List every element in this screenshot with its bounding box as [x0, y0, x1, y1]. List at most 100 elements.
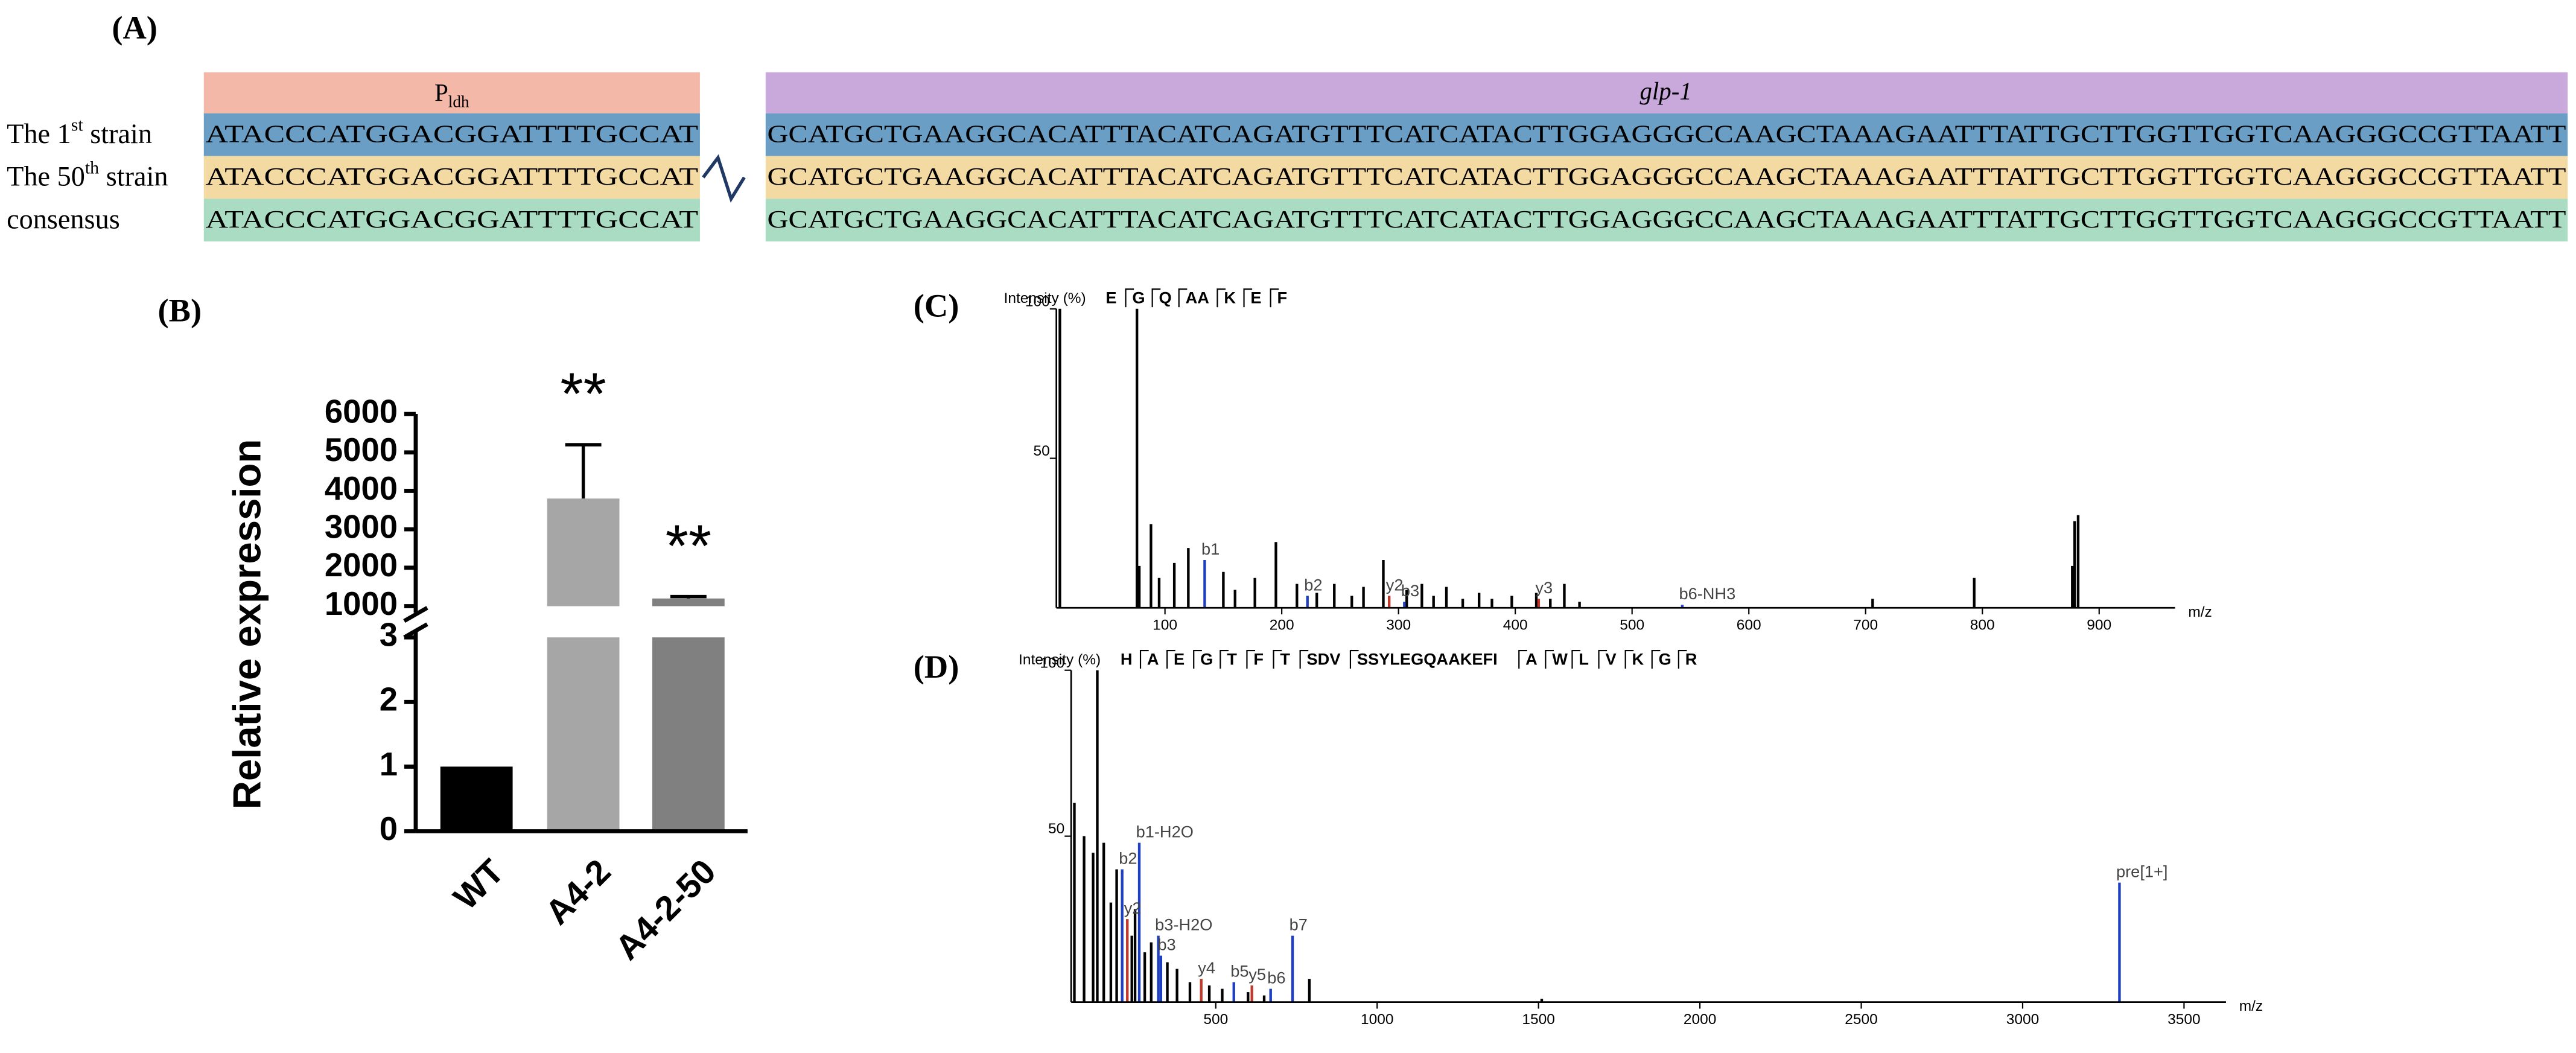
residue: SSYLEGQAAKEFI: [1357, 650, 1498, 669]
residue: L: [1579, 650, 1589, 669]
residue-bracket: [1178, 288, 1188, 308]
axis-break: [403, 622, 428, 640]
residue-bracket: [1598, 649, 1608, 669]
residue: T: [1280, 650, 1290, 669]
y-tick-label: 100: [1040, 655, 1064, 671]
x-tick-label: 200: [1270, 617, 1294, 634]
sequence-right: GCATGCTGAAGGCACATTTACATCAGATGTTTCATCATAC…: [768, 120, 2566, 147]
row-label: consensus: [7, 204, 120, 235]
x-tick-label: 1000: [1361, 1011, 1394, 1028]
sequence-left: ATACCCATGGACGGATTTTGCCAT: [205, 206, 698, 233]
bar: [440, 766, 513, 832]
panel-label: (A): [112, 9, 157, 46]
y-tick-label: 50: [1033, 443, 1049, 459]
gene-bar: [765, 72, 2568, 113]
y-axis-label: Intensity (%): [1004, 290, 1086, 307]
residue: E: [1174, 650, 1185, 669]
residue-bracket: [1270, 288, 1279, 308]
promoter-bar: [203, 72, 700, 113]
residue: A: [1147, 650, 1159, 669]
residue: K: [1632, 650, 1644, 669]
y-tick-label: 1: [380, 746, 398, 783]
residue: G: [1200, 650, 1213, 669]
x-tick-label: 800: [1970, 617, 1995, 634]
peak-label: b2: [1304, 575, 1322, 594]
y-tick-label: 6000: [325, 393, 398, 430]
residue-bracket: [1246, 649, 1256, 669]
row-label-prefix: consensus: [7, 204, 120, 235]
residue: G: [1659, 650, 1671, 669]
residue-bracket: [1193, 649, 1202, 669]
promoter-text: P: [434, 79, 448, 106]
x-tick-label: 600: [1737, 617, 1761, 634]
residue: F: [1253, 650, 1264, 669]
x-tick-label: WT: [447, 852, 512, 917]
residue-bracket: [1220, 649, 1229, 669]
residue: T: [1227, 650, 1237, 669]
row-bg-right: [765, 113, 2568, 156]
residue-bracket: [1571, 649, 1581, 669]
y-tick-label: 50: [1048, 821, 1064, 837]
sequence-right: GCATGCTGAAGGCACATTTACATCAGATGTTTCATCATAC…: [768, 163, 2566, 190]
residue: K: [1224, 288, 1236, 307]
x-tick-label: 2000: [1684, 1011, 1717, 1028]
y-tick-label: 0: [380, 810, 398, 847]
sequence-left: ATACCCATGGACGGATTTTGCCAT: [205, 120, 698, 147]
row-label-prefix: The 1: [7, 119, 71, 150]
row-label-suffix: strain: [99, 161, 168, 192]
promoter-label: Pldh: [434, 79, 469, 110]
x-tick-label: 2500: [1845, 1011, 1878, 1028]
break-symbol: [702, 154, 746, 203]
peak-label: b6: [1267, 968, 1285, 987]
row-bg-right: [765, 199, 2568, 242]
row-label-suffix: strain: [83, 119, 152, 150]
residue-bracket: [1518, 649, 1527, 669]
y-axis-label: Intensity (%): [1019, 652, 1101, 668]
residue: V: [1605, 650, 1616, 669]
y-axis-label: Relative expression: [224, 439, 269, 810]
panel-label: (D): [914, 648, 959, 685]
peak-label: b3-H2O: [1155, 915, 1212, 934]
peak-label: pre[1+]: [2116, 862, 2168, 880]
x-tick-label: 3000: [2006, 1011, 2040, 1028]
residue-bracket: [1125, 288, 1134, 308]
significance: **: [560, 361, 606, 427]
residue: Q: [1159, 288, 1172, 307]
residue: SDV: [1307, 650, 1341, 669]
sequence-left: ATACCCATGGACGGATTTTGCCAT: [205, 163, 698, 190]
y-tick-label: 3000: [325, 509, 398, 546]
y-tick-label: 2: [380, 681, 398, 718]
row-bg-left: [203, 199, 700, 242]
residue: E: [1250, 288, 1261, 307]
residue: G: [1132, 288, 1145, 307]
bar: [652, 637, 725, 832]
x-tick-label: 3500: [2167, 1011, 2201, 1028]
bar: [547, 637, 620, 832]
peak-label: y5: [1248, 965, 1266, 984]
peak-label: b1: [1201, 539, 1220, 558]
y-tick-label: 4000: [325, 470, 398, 507]
y-tick-label: 5000: [325, 431, 398, 468]
row-label-sup: th: [85, 157, 99, 177]
peak-label: b1-H2O: [1136, 822, 1194, 841]
residue-bracket: [1349, 649, 1359, 669]
x-tick-label: 700: [1853, 617, 1878, 634]
residue-bracket: [1624, 649, 1634, 669]
residue-bracket: [1139, 649, 1149, 669]
bar-upper: [547, 498, 620, 606]
residue-bracket: [1151, 288, 1161, 308]
panel-label: (C): [914, 287, 959, 323]
residue-bracket: [1678, 649, 1687, 669]
bar-upper: [652, 598, 725, 606]
residue-bracket: [1651, 649, 1661, 669]
residue: E: [1105, 288, 1116, 307]
sequence-right: GCATGCTGAAGGCACATTTACATCAGATGTTTCATCATAC…: [768, 206, 2566, 233]
peak-label: b3: [1157, 935, 1175, 953]
row-label: The 1st strain: [7, 115, 152, 149]
gene-label: glp-1: [1640, 78, 1692, 105]
row-bg-right: [765, 156, 2568, 199]
residue: AA: [1186, 288, 1209, 307]
x-tick-label: A4-2: [538, 852, 619, 932]
